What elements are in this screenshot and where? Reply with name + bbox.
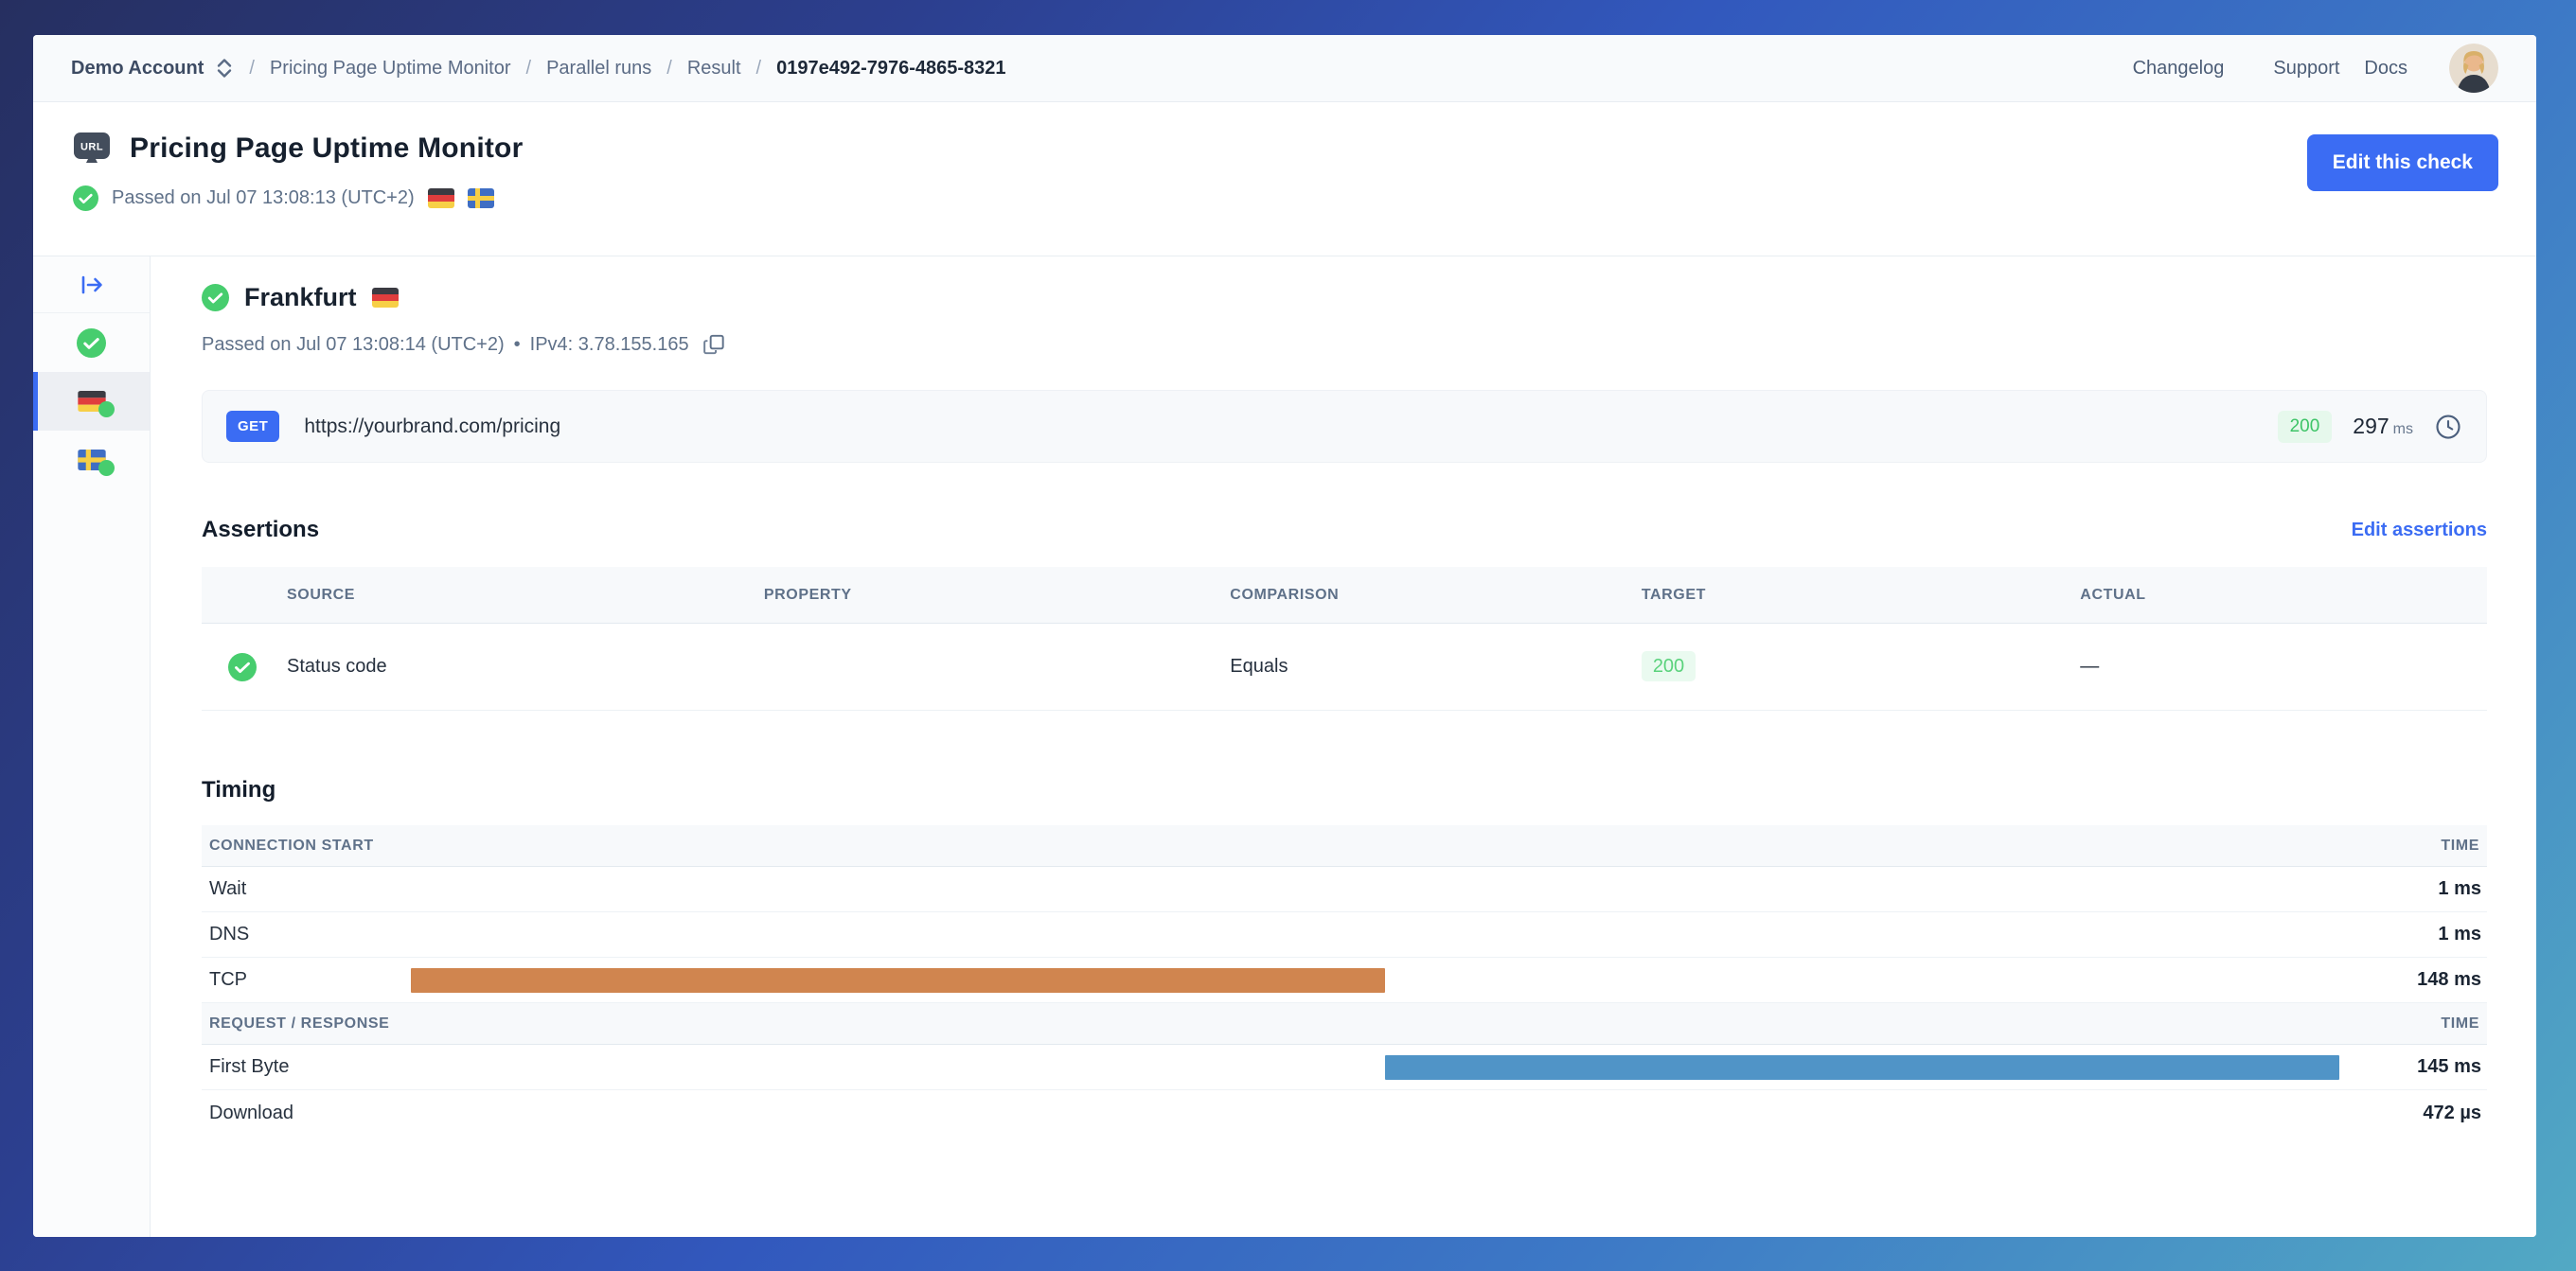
breadcrumb-result[interactable]: Result <box>686 57 741 79</box>
timing-group-header: CONNECTION START TIME <box>202 825 2487 867</box>
column-property: PROPERTY <box>763 586 852 603</box>
timing-phase-value: 148 ms <box>2417 969 2481 990</box>
status-code-badge: 200 <box>2277 410 2333 443</box>
expand-arrow-icon <box>78 273 106 297</box>
timing-time-column: TIME <box>2441 1015 2479 1032</box>
chevron-up-down-icon[interactable] <box>215 57 234 79</box>
timing-bar-track <box>399 1054 2343 1080</box>
timing-group-label: REQUEST / RESPONSE <box>209 1015 390 1032</box>
breadcrumb-separator: / <box>755 57 762 79</box>
timing-phase-value: 1 ms <box>2438 924 2481 944</box>
timing-group-label: CONNECTION START <box>209 837 374 854</box>
timing-bar <box>1385 1054 2340 1080</box>
column-target: TARGET <box>1641 586 1706 603</box>
clock-icon <box>2434 413 2462 441</box>
assertions-heading: Assertions <box>202 517 320 542</box>
timing-bar-track <box>399 1101 2343 1125</box>
request-summary-bar[interactable]: GET https://yourbrand.com/pricing 200 29… <box>202 390 2487 463</box>
status-dot <box>98 401 115 417</box>
check-circle-icon <box>202 284 229 311</box>
timing-row: Download 472 µs <box>202 1090 2487 1136</box>
sidebar-item-stockholm[interactable] <box>33 431 150 489</box>
timing-row: Wait 1 ms <box>202 867 2487 912</box>
location-status-text: Passed on Jul 07 13:08:14 (UTC+2) <box>202 333 505 355</box>
check-status-text: Passed on Jul 07 13:08:13 (UTC+2) <box>112 187 415 208</box>
assertions-table: SOURCE PROPERTY COMPARISON TARGET ACTUAL… <box>202 567 2487 711</box>
timing-bar <box>411 967 1386 993</box>
column-source: SOURCE <box>287 586 356 603</box>
timing-row: DNS 1 ms <box>202 912 2487 958</box>
nav-link-support[interactable]: Support <box>2273 57 2340 79</box>
nav-link-changelog[interactable]: Changelog <box>2132 57 2225 79</box>
assertion-source: Status code <box>287 656 387 677</box>
check-circle-icon <box>77 327 106 358</box>
timing-phase-value: 1 ms <box>2438 878 2481 899</box>
location-name: Frankfurt <box>244 283 357 311</box>
timing-phase-label: First Byte <box>209 1056 290 1077</box>
http-method-badge: GET <box>226 411 280 442</box>
column-actual: ACTUAL <box>2080 586 2146 603</box>
app-window: Demo Account / Pricing Page Uptime Monit… <box>33 35 2536 1237</box>
germany-flag-icon <box>371 288 399 308</box>
assertion-row: Status code Equals 200 — <box>202 624 2487 711</box>
status-dot <box>98 460 115 476</box>
timing-phase-label: Download <box>209 1102 293 1123</box>
breadcrumb-separator: / <box>666 57 672 79</box>
timing-table: CONNECTION START TIME Wait 1 ms DNS 1 ms TCP 14… <box>202 825 2487 1136</box>
sidebar-item-summary[interactable] <box>33 313 150 372</box>
timing-bar-track <box>399 877 2343 902</box>
timing-phase-label: TCP <box>209 969 247 990</box>
request-url: https://yourbrand.com/pricing <box>304 415 561 437</box>
timing-group-header: REQUEST / RESPONSE TIME <box>202 1003 2487 1045</box>
assertion-target: 200 <box>1641 651 1697 681</box>
timing-bar-track <box>399 923 2343 947</box>
check-circle-icon <box>228 652 257 681</box>
timing-phase-label: Wait <box>209 878 247 899</box>
url-monitor-badge-icon: URL <box>73 131 111 167</box>
sidebar-expand-button[interactable] <box>33 256 150 313</box>
breadcrumb-parallel-runs[interactable]: Parallel runs <box>546 57 652 79</box>
breadcrumb-separator: / <box>249 57 255 79</box>
breadcrumb-separator: / <box>525 57 532 79</box>
check-circle-icon <box>73 185 98 211</box>
timing-heading: Timing <box>202 777 276 803</box>
top-nav: Demo Account / Pricing Page Uptime Monit… <box>33 35 2536 102</box>
timing-phase-value: 472 µs <box>2423 1102 2481 1123</box>
result-panel: Frankfurt Passed on Jul 07 13:08:14 (UTC… <box>151 256 2536 1237</box>
germany-flag-icon <box>427 188 454 208</box>
timing-phase-value: 145 ms <box>2417 1056 2481 1077</box>
location-ip: IPv4: 3.78.155.165 <box>529 333 689 355</box>
page-title: Pricing Page Uptime Monitor <box>130 132 524 164</box>
run-sidebar <box>33 256 151 1237</box>
svg-text:URL: URL <box>80 142 103 153</box>
assertion-actual: — <box>2080 656 2100 677</box>
column-comparison: COMPARISON <box>1230 586 1340 603</box>
timing-row: First Byte 145 ms <box>202 1045 2487 1090</box>
timing-phase-label: DNS <box>209 924 250 944</box>
breadcrumb-run-id: 0197e492-7976-4865-8321 <box>776 57 1006 79</box>
bullet-separator: • <box>513 333 521 355</box>
edit-check-button[interactable]: Edit this check <box>2306 134 2498 191</box>
breadcrumb-check[interactable]: Pricing Page Uptime Monitor <box>269 57 511 79</box>
nav-link-docs[interactable]: Docs <box>2364 57 2407 79</box>
germany-flag-icon <box>77 391 106 412</box>
assertion-comparison: Equals <box>1230 656 1288 677</box>
copy-icon[interactable] <box>702 332 727 357</box>
sidebar-item-frankfurt[interactable] <box>33 372 150 431</box>
assertions-table-header: SOURCE PROPERTY COMPARISON TARGET ACTUAL <box>202 567 2487 624</box>
sweden-flag-icon <box>467 188 494 208</box>
breadcrumb-account[interactable]: Demo Account <box>71 57 204 79</box>
edit-assertions-link[interactable]: Edit assertions <box>2351 519 2487 540</box>
response-time: 297 ms <box>2353 414 2413 438</box>
top-nav-links: Changelog Support Docs <box>2133 44 2498 93</box>
timing-time-column: TIME <box>2441 837 2479 854</box>
timing-bar-track <box>399 967 2343 993</box>
timing-row: TCP 148 ms <box>202 958 2487 1003</box>
avatar[interactable] <box>2449 44 2498 93</box>
page-header: URL Pricing Page Uptime Monitor Passed o… <box>33 102 2536 256</box>
